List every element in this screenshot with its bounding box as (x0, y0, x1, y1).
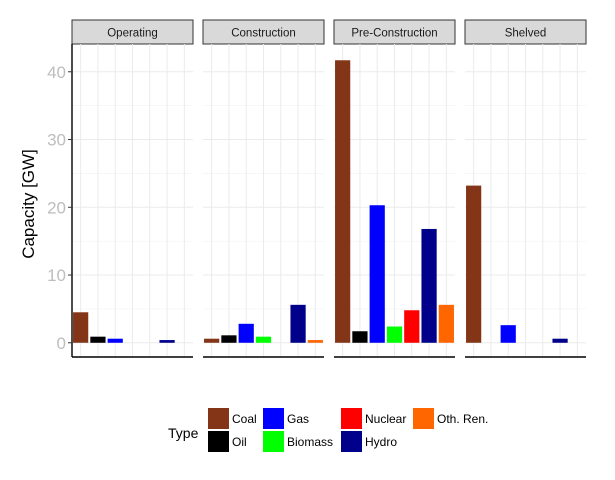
facet-panel-operating: Operating (71, 19, 194, 358)
legend-item-coal: Coal (208, 408, 257, 429)
bar-pre-construction-oth-ren (438, 304, 454, 343)
grid (72, 44, 193, 357)
bar-construction-hydro (290, 304, 306, 343)
facet-strip (464, 19, 587, 45)
legend-swatch (263, 431, 284, 452)
bar-construction-oth-ren (307, 340, 323, 343)
legend-item-biomass: Biomass (263, 431, 333, 452)
bar-operating-oil (90, 336, 106, 343)
grid (203, 44, 324, 357)
bar-pre-construction-oil (352, 331, 368, 343)
legend-item-gas: Gas (263, 408, 309, 429)
legend-title: Type (168, 425, 199, 441)
facet-strip (333, 19, 456, 45)
legend-label: Biomass (287, 435, 333, 449)
legend-swatch (413, 408, 434, 429)
bar-operating-hydro (159, 340, 175, 343)
legend-swatch (341, 431, 362, 452)
grid (334, 44, 455, 357)
legend-item-oil: Oil (208, 431, 247, 452)
legend-label: Gas (287, 412, 309, 426)
bar-shelved-coal (466, 185, 482, 343)
bar-shelved-gas (500, 325, 516, 343)
y-tick-labels: 0 10 20 30 40 (47, 63, 72, 353)
bar-operating-gas (107, 338, 123, 343)
legend-label: Oth. Ren. (437, 412, 488, 426)
y-tick-label: 30 (47, 131, 66, 150)
bar-pre-construction-coal (335, 60, 351, 343)
bar-pre-construction-gas (369, 205, 385, 343)
y-axis-label: Capacity [GW] (19, 149, 38, 259)
y-tick-label: 0 (57, 334, 66, 353)
facet-panel-construction: Construction (202, 19, 325, 358)
legend: Type Coal Oil Gas Biomass Nuclear Hydro Oth. R… (168, 408, 488, 452)
facet-strip-label: Shelved (505, 28, 547, 40)
facet-panel-shelved: Shelved (464, 19, 587, 358)
grid (465, 44, 586, 357)
facet-strip-label: Construction (231, 28, 296, 40)
legend-item-nuclear: Nuclear (341, 408, 406, 429)
bar-construction-oil (221, 335, 237, 343)
legend-swatch (208, 431, 229, 452)
facet-panels: Operating Construction Pre-Construction She… (47, 19, 587, 358)
legend-item-hydro: Hydro (341, 431, 397, 452)
legend-swatch (263, 408, 284, 429)
legend-swatch (208, 408, 229, 429)
legend-label: Nuclear (365, 412, 406, 426)
legend-item-oth-ren: Oth. Ren. (413, 408, 488, 429)
bar-pre-construction-hydro (421, 228, 437, 343)
bar-pre-construction-biomass (386, 326, 403, 343)
bar-shelved-hydro (552, 338, 568, 343)
legend-swatch (341, 408, 362, 429)
bar-construction-gas (238, 323, 254, 343)
facet-strip (202, 19, 325, 45)
facet-strip-label: Pre-Construction (351, 28, 437, 40)
bar-operating-coal (73, 312, 89, 343)
legend-label: Oil (232, 435, 247, 449)
y-tick-label: 40 (47, 63, 66, 82)
legend-label: Hydro (365, 435, 397, 449)
bar-construction-biomass (255, 336, 272, 343)
facet-strip (71, 19, 194, 45)
y-tick-label: 10 (47, 266, 66, 285)
legend-label: Coal (232, 412, 257, 426)
bar-construction-coal (204, 338, 220, 343)
facet-strip-label: Operating (107, 28, 158, 40)
bar-pre-construction-nuclear (404, 310, 420, 343)
y-tick-label: 20 (47, 198, 66, 217)
facet-panel-pre-construction: Pre-Construction (333, 19, 456, 358)
